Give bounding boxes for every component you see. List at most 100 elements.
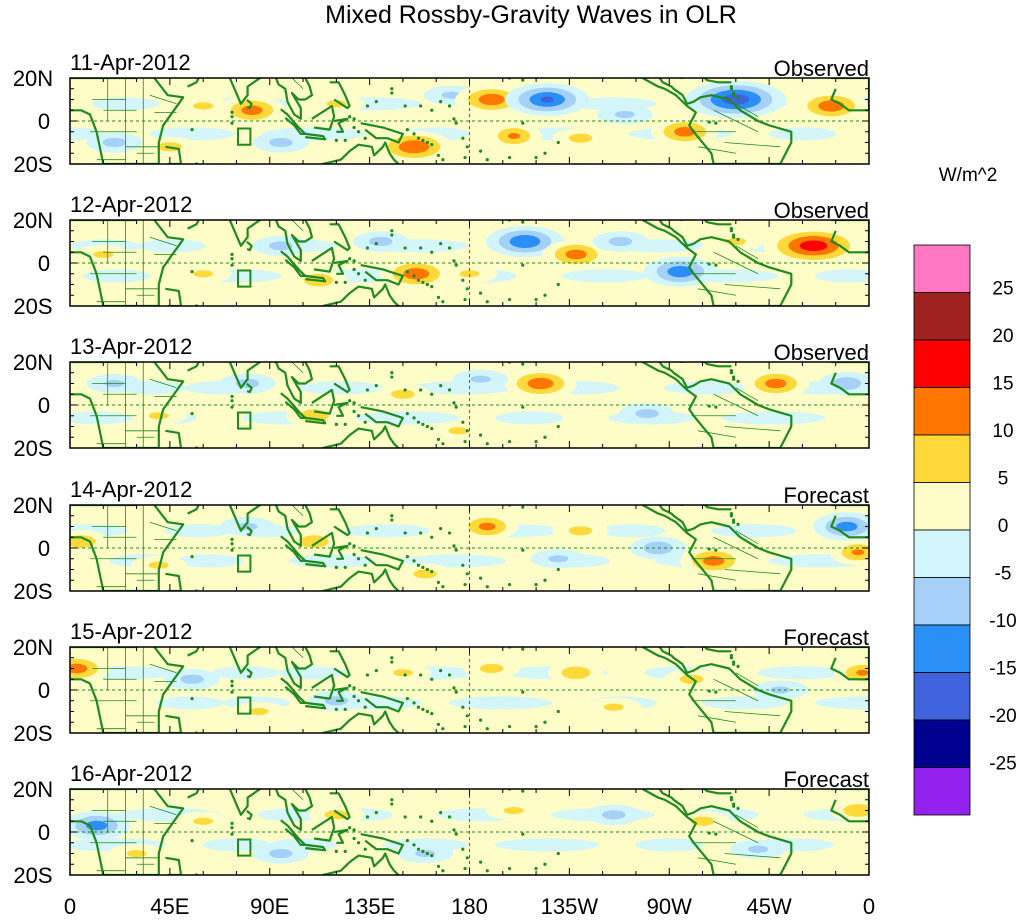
country-border (291, 220, 304, 232)
anomaly-contour (148, 412, 169, 420)
lat-label: 20N (13, 66, 53, 91)
coastline (305, 274, 327, 283)
island (436, 580, 441, 585)
island (486, 165, 489, 168)
coastline (333, 259, 349, 275)
coastline (165, 145, 183, 164)
colorbar-swatch (913, 624, 971, 673)
figure-title: Mixed Rossby-Gravity Waves in OLR (325, 1, 737, 29)
island (352, 828, 356, 832)
panel-date: 13-Apr-2012 (70, 334, 192, 359)
island (441, 442, 445, 446)
country-border (698, 146, 736, 154)
coastline (642, 78, 793, 164)
island (454, 832, 458, 836)
coastline (305, 416, 327, 425)
map-contents (70, 362, 869, 448)
island (363, 847, 367, 851)
island (543, 862, 547, 866)
anomaly-band (635, 838, 704, 852)
country-border (247, 362, 249, 363)
island (441, 869, 445, 873)
island (714, 832, 718, 836)
island (519, 501, 522, 504)
anomaly-band (344, 524, 431, 538)
coastline (333, 117, 349, 133)
island (543, 293, 547, 297)
island (439, 734, 442, 737)
coastline (70, 78, 185, 164)
lat-label: 20N (13, 350, 53, 375)
country-border (149, 378, 177, 389)
island (430, 819, 434, 823)
island (463, 866, 467, 871)
island (425, 424, 429, 429)
island (478, 576, 483, 580)
island (519, 785, 522, 788)
island (403, 531, 407, 535)
anomaly-contour (478, 93, 505, 106)
map-panel: 15-Apr-2012 Forecast 20N 0 20S (13, 619, 870, 746)
anomaly-contour (540, 96, 554, 103)
chagos-box (237, 127, 252, 146)
country-border (713, 536, 759, 560)
colorbar-label: 25 (992, 279, 1013, 300)
lon-label: 45W (747, 894, 792, 919)
map-contents (70, 785, 869, 875)
country-border (724, 426, 781, 432)
island (521, 220, 525, 224)
coastline (165, 572, 183, 591)
island (441, 585, 445, 589)
island (390, 656, 394, 660)
island (416, 563, 421, 567)
country-border (735, 387, 759, 402)
island (556, 851, 560, 856)
island (419, 815, 423, 819)
island (230, 121, 234, 125)
lon-label: 180 (451, 894, 488, 919)
island (447, 104, 452, 108)
island (461, 563, 465, 567)
colorbar-label: 0 (998, 516, 1009, 537)
lat-label: 20S (13, 436, 52, 461)
island (439, 384, 443, 388)
island (356, 557, 361, 561)
coastline (830, 505, 869, 539)
coastline (187, 220, 200, 230)
coastline (830, 362, 869, 396)
colorbar-label: -20 (989, 706, 1016, 727)
island (534, 155, 538, 160)
country-border (247, 789, 249, 790)
colorbar-label: 20 (992, 326, 1013, 347)
island (419, 246, 423, 250)
island (463, 582, 467, 587)
island (230, 263, 234, 267)
panel-kind: Observed (774, 340, 869, 365)
island (521, 789, 525, 793)
coastline (329, 365, 351, 394)
coastline (329, 508, 351, 537)
island (334, 280, 338, 284)
island (439, 165, 442, 168)
island (356, 130, 361, 134)
country-border (724, 284, 781, 290)
island (365, 815, 370, 819)
island (521, 690, 525, 694)
lat-label: 20N (13, 208, 53, 233)
island (521, 647, 525, 651)
coastline (321, 141, 401, 164)
coastline (228, 78, 313, 120)
chagos-box (237, 411, 252, 430)
island (441, 158, 445, 162)
island (465, 145, 469, 149)
island (534, 582, 538, 587)
coastline (228, 220, 313, 262)
island (363, 278, 367, 282)
island (390, 514, 394, 518)
island (732, 662, 736, 666)
coastline (70, 362, 185, 448)
coastline (642, 647, 793, 733)
coastline (311, 673, 336, 700)
island (405, 555, 409, 559)
